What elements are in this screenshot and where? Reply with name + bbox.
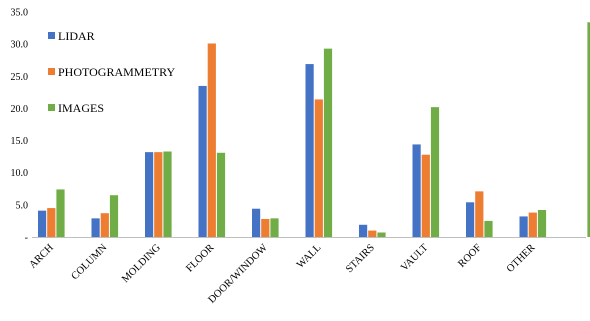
legend-label-images: IMAGES [58,101,104,115]
legend-label-photogrammetry: PHOTOGRAMMETRY [58,65,175,79]
legend-label-lidar: LIDAR [58,29,95,43]
legend-swatch-photogrammetry [48,68,55,75]
bar-photogrammetry-molding [154,152,163,237]
x-tick-label: DOOR/WINDOW [206,242,270,306]
bar-lidar-other [519,216,528,237]
x-tick-label: ROOF [456,242,484,270]
y-axis: - 5.0 10.0 15.0 20.0 25.0 30.0 35.0 [11,8,29,244]
bar-images-roof [484,220,493,237]
bar-photogrammetry-vault [421,154,430,237]
bar-images-column [109,195,119,237]
x-tick-label: VAULT [399,242,431,274]
x-tick-label: COLUMN [69,242,109,282]
y-tick-label: 20.0 [11,104,29,115]
bar-lidar-door-window [252,208,261,237]
bar-lidar-wall [305,64,314,237]
bar-photogrammetry-floor [207,43,216,237]
bar-images-molding [163,151,172,237]
y-tick-label: - [25,233,28,244]
y-tick-label: 10.0 [11,168,29,179]
y-tick-label: 5.0 [16,200,29,211]
bar-photogrammetry-roof [475,191,484,237]
bar-images-floor [216,152,226,237]
bar-lidar-roof [466,202,475,237]
bar-lidar-floor [198,85,207,237]
bars [38,22,590,238]
bar-images-door-window [270,218,279,237]
bar-images-wall [323,48,333,238]
bar-images-stairs [377,232,386,237]
y-tick-label: 30.0 [11,40,29,51]
x-tick-label: OTHER [505,242,538,275]
x-tick-label: STAIRS [344,242,377,275]
bar-lidar-arch [38,210,47,237]
bar-images-arch [56,189,65,237]
bar-images-extra [587,22,590,237]
bar-photogrammetry-stairs [368,230,377,237]
x-tick-label: FLOOR [184,242,216,274]
bar-images-other [537,210,547,237]
bar-photogrammetry-column [100,213,109,237]
bar-lidar-vault [412,144,421,237]
legend-swatch-lidar [48,32,55,39]
x-tick-label: ARCH [28,242,57,271]
x-tick-label: MOLDING [120,242,163,285]
bar-lidar-stairs [359,224,368,237]
bar-lidar-column [91,218,100,237]
bar-photogrammetry-other [528,212,537,237]
bar-photogrammetry-arch [47,208,56,237]
bar-photogrammetry-wall [314,99,323,237]
x-tick-label: WALL [295,242,323,270]
bar-lidar-molding [145,152,154,237]
bar-images-vault [430,107,440,238]
y-tick-label: 35.0 [11,8,29,19]
y-tick-label: 15.0 [11,136,29,147]
legend: LIDAR PHOTOGRAMMETRY IMAGES [48,29,175,115]
legend-swatch-images [48,104,55,111]
bar-photogrammetry-door-window [261,219,270,237]
y-tick-label: 25.0 [11,72,29,83]
